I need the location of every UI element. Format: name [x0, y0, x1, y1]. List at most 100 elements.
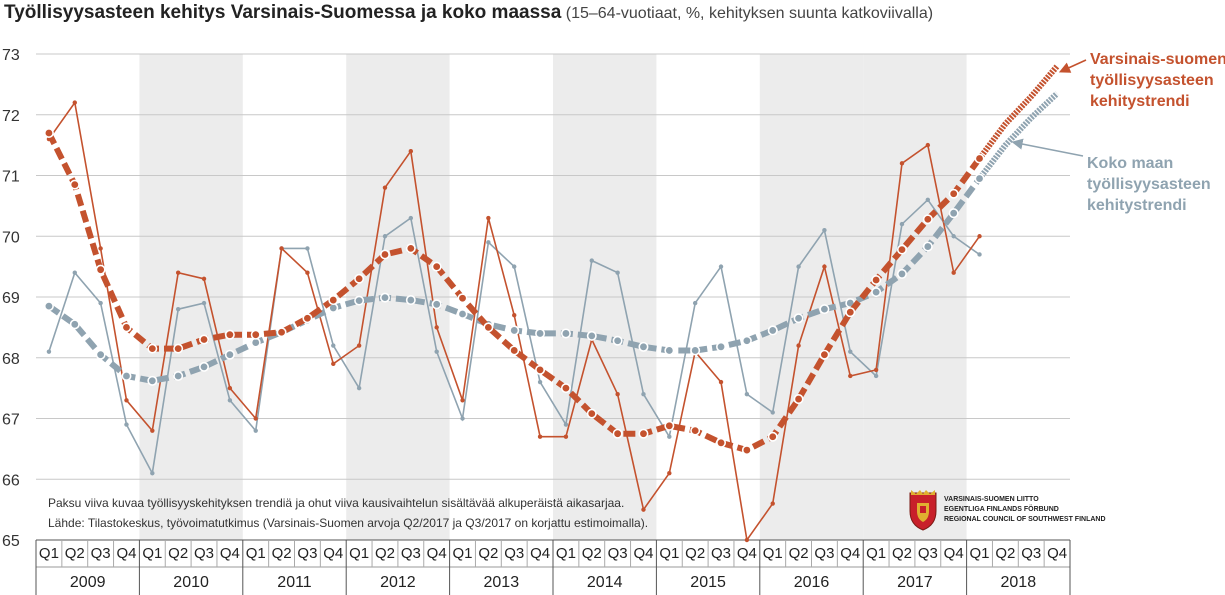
vs-original-point: [98, 246, 103, 251]
km-original-point: [537, 379, 543, 385]
x-tick-label: Q4: [116, 545, 136, 562]
x-tick-label: Q2: [995, 545, 1015, 562]
km-trend-point: [586, 330, 597, 341]
gridlines: [36, 53, 1070, 541]
x-tick-label: Q2: [685, 545, 705, 562]
km-trend-point: [173, 370, 184, 381]
vs-original-point: [615, 392, 620, 397]
vs-trend-point: [948, 188, 959, 199]
vs-original-point: [641, 507, 646, 512]
vs-original-point: [899, 161, 905, 166]
chart-title: Työllisyysasteen kehitys Varsinais-Suome…: [4, 2, 562, 23]
x-tick-label: Q1: [246, 545, 266, 562]
vs-trend-point: [509, 345, 520, 356]
note-line-2: Lähde: Tilastokeskus, työvoimatutkimus (…: [48, 516, 648, 530]
vs-trend-point: [741, 445, 752, 456]
year-label: 2011: [277, 574, 312, 591]
km-original-point: [305, 246, 310, 251]
vs-original-point: [124, 398, 129, 403]
x-tick-label: Q4: [530, 545, 550, 562]
km-original-point: [822, 227, 827, 233]
vs-original-point: [150, 428, 155, 433]
y-tick-label: 66: [2, 472, 20, 489]
vs-trend-point: [819, 349, 830, 360]
vs-original-point: [796, 343, 801, 348]
km-original-point: [667, 434, 672, 439]
vs-trend-point: [922, 214, 933, 225]
km-annotation-arrow: [1011, 138, 1084, 157]
x-tick-label: Q4: [1047, 545, 1067, 562]
vs-trend-point: [690, 425, 701, 436]
y-tick-label: 73: [2, 47, 20, 64]
vs-trend-point: [121, 322, 132, 333]
km-original-point: [848, 349, 853, 354]
km-trend-point: [690, 345, 701, 356]
x-tick-label: Q3: [297, 545, 317, 562]
km-original-point: [718, 264, 724, 269]
vs-original-point: [279, 246, 284, 251]
vs-original-point: [977, 234, 982, 239]
y-tick-label: 65: [2, 533, 20, 550]
vs-trend-point: [535, 364, 546, 375]
vs-original-point: [667, 470, 672, 476]
km-annotation-line-1: Koko maan: [1087, 155, 1173, 172]
chart-title-block: Työllisyysasteen kehitys Varsinais-Suome…: [4, 2, 933, 24]
vs-original-point: [382, 185, 388, 190]
x-tick-label: Q2: [582, 545, 602, 562]
logo-line-1: VARSINAIS-SUOMEN LIITTO: [944, 496, 1039, 503]
year-label: 2013: [484, 574, 520, 591]
x-tick-label: Q3: [711, 545, 731, 562]
km-trend-point: [431, 299, 442, 310]
vs-original-point: [873, 367, 879, 373]
x-tick-label: Q3: [814, 545, 834, 562]
km-original-point: [770, 410, 775, 415]
y-tick-label: 69: [2, 290, 20, 307]
vs-trend-point: [276, 327, 287, 338]
x-tick-label: Q1: [970, 545, 990, 562]
notes: Paksu viiva kuvaa työllisyyskehityksen t…: [48, 496, 648, 530]
x-tick-label: Q2: [272, 545, 292, 562]
km-original-point: [253, 428, 258, 433]
km-trend-point: [974, 173, 985, 184]
km-trend-point: [379, 292, 390, 303]
x-tick-label: Q3: [918, 545, 938, 562]
km-annotation-line-2: työllisyysasteen: [1087, 176, 1211, 193]
km-original-point: [873, 373, 879, 379]
vs-original-point: [770, 501, 775, 506]
x-tick-label: Q1: [763, 545, 783, 562]
x-tick-label: Q2: [375, 545, 395, 562]
vs-original-point: [563, 434, 569, 439]
km-original-point: [150, 470, 155, 476]
km-annotation-line-3: kehitystrendi: [1087, 197, 1187, 214]
year-label: 2012: [380, 574, 416, 591]
vs-trend-point: [199, 334, 210, 345]
km-trend-point: [95, 349, 106, 360]
km-original-point: [899, 221, 905, 227]
x-tick-label: Q2: [168, 545, 188, 562]
y-axis: 65 66 67 68 69 70 71 72 73: [2, 47, 20, 550]
km-original-point: [46, 349, 52, 354]
vs-annotation-line-1: Varsinais-suomen: [1090, 51, 1225, 68]
km-trend-projection: [977, 91, 1060, 181]
x-tick-label: Q2: [478, 545, 498, 562]
vs-trend-point: [793, 394, 804, 405]
chart-subtitle: (15–64-vuotiaat, %, kehityksen suunta ka…: [565, 5, 934, 22]
x-tick-label: Q1: [866, 545, 886, 562]
x-tick-label: Q2: [65, 545, 85, 562]
vs-trend-point: [896, 244, 907, 255]
km-trend-point: [896, 268, 907, 279]
x-tick-label: Q3: [504, 545, 524, 562]
km-original-point: [331, 343, 336, 348]
vs-trend-point: [224, 329, 235, 340]
km-trend-point: [871, 287, 882, 298]
km-original-point: [382, 234, 388, 239]
vs-trend-point: [405, 243, 416, 254]
logo-text: VARSINAIS-SUOMEN LIITTO EGENTLIGA FINLAN…: [944, 495, 1106, 525]
vs-trend-point: [845, 307, 856, 318]
km-trend-point: [147, 375, 158, 386]
km-trend-point: [43, 301, 54, 312]
km-original-point: [977, 252, 982, 257]
x-tick-label: Q3: [401, 545, 421, 562]
note-line-1: Paksu viiva kuvaa työllisyyskehityksen t…: [48, 496, 624, 510]
vs-trend-point: [379, 249, 390, 260]
